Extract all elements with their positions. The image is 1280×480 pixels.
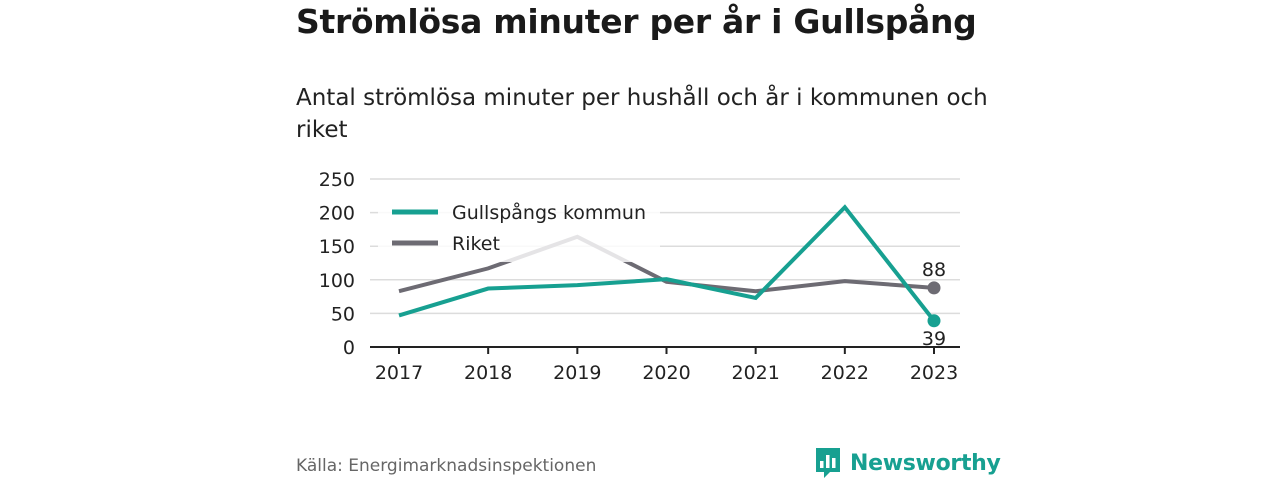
y-tick-label: 250 <box>319 169 355 191</box>
legend-label: Riket <box>452 233 500 255</box>
series-line-riket <box>398 234 935 294</box>
x-tick-label: 2022 <box>821 362 869 384</box>
y-axis-ticks: 0 50 100 150 200 250 <box>319 169 355 359</box>
newsworthy-logo-icon <box>816 448 840 478</box>
y-tick-label: 200 <box>319 203 355 225</box>
legend-label: Gullspångs kommun <box>452 201 646 224</box>
x-tick-label: 2023 <box>910 362 958 384</box>
chart-subtitle: Antal strömlösa minuter per hushåll och … <box>296 85 988 143</box>
x-tick-label: 2020 <box>642 362 690 384</box>
y-tick-label: 0 <box>343 337 355 359</box>
y-tick-label: 50 <box>331 303 355 325</box>
chart-title: Strömlösa minuter per år i Gullspång <box>296 2 977 41</box>
x-axis: 2017 2018 2019 2020 2021 2022 2023 <box>370 346 960 384</box>
x-tick-label: 2019 <box>553 362 601 384</box>
x-tick-label: 2017 <box>375 362 423 384</box>
series-layer <box>398 204 941 328</box>
end-label-gullspang: 39 <box>922 328 946 350</box>
end-label-riket: 88 <box>922 259 946 281</box>
end-labels: 88 39 <box>922 259 946 350</box>
series-line-gullspang <box>398 204 936 323</box>
end-marker <box>927 281 941 295</box>
y-tick-label: 100 <box>319 270 355 292</box>
legend: Gullspångs kommun Riket <box>378 190 660 262</box>
x-tick-label: 2018 <box>464 362 512 384</box>
source-note: Källa: Energimarknadsinspektionen <box>296 456 597 476</box>
brand-logo: Newsworthy <box>814 446 1001 480</box>
y-tick-label: 150 <box>319 236 355 258</box>
x-tick-label: 2021 <box>731 362 779 384</box>
legend-background <box>378 190 660 262</box>
end-marker <box>927 314 941 328</box>
brand-name: Newsworthy <box>850 450 1001 476</box>
